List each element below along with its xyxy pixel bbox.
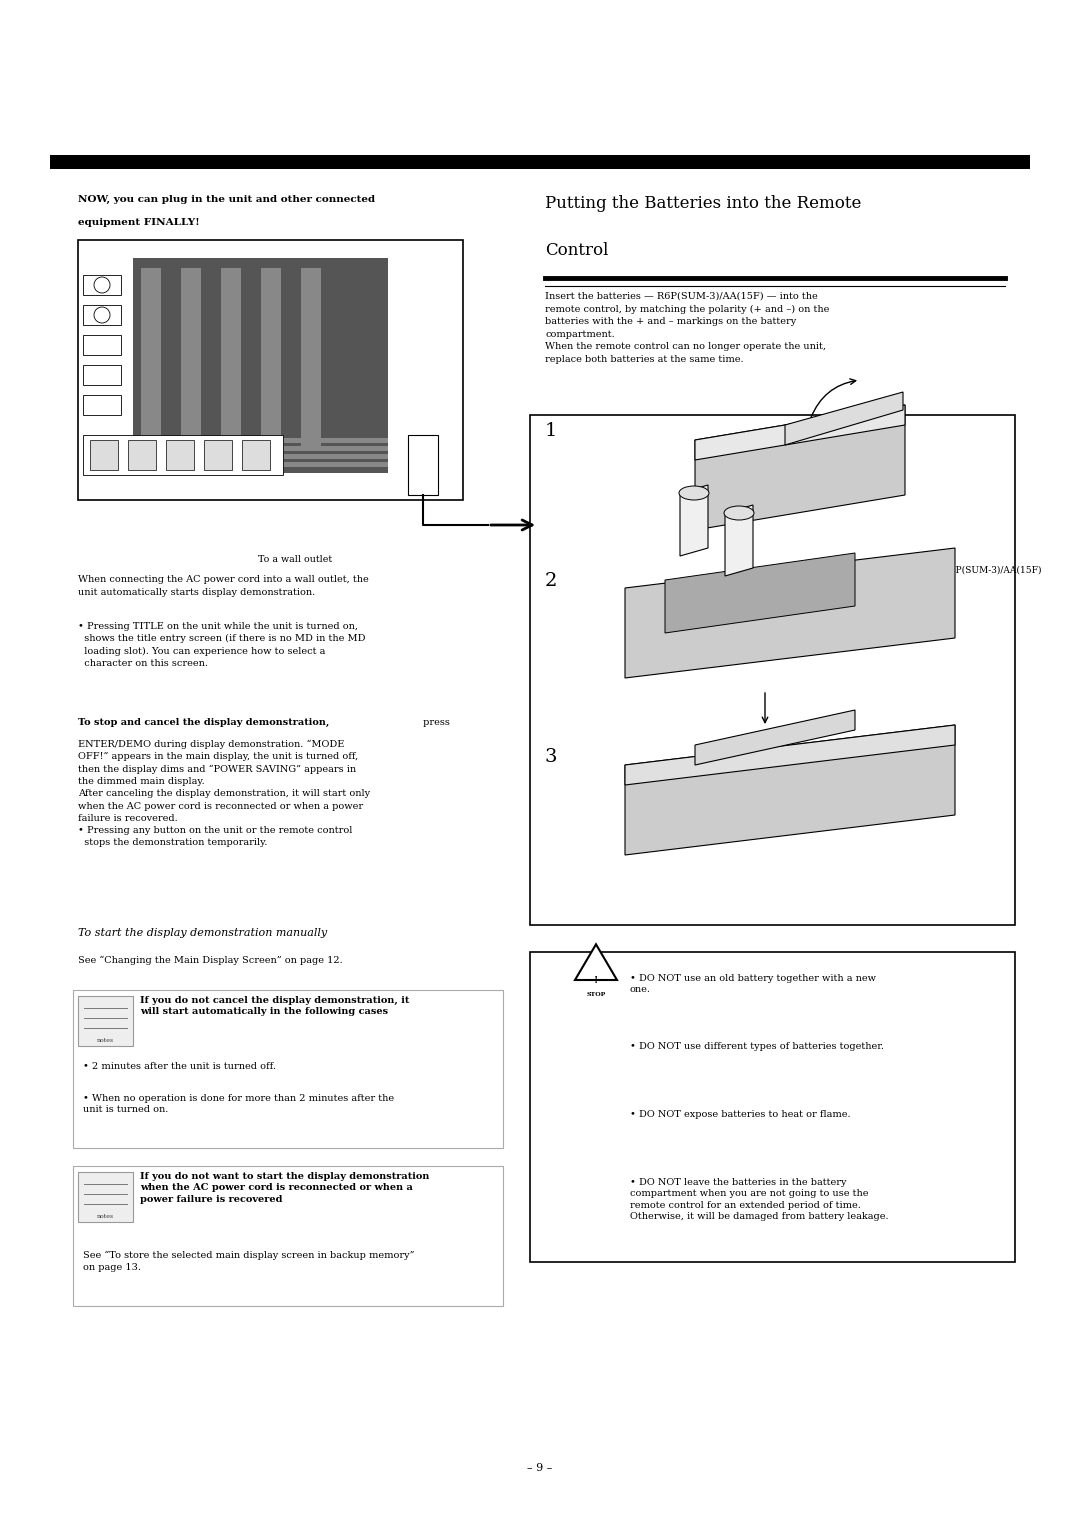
- Bar: [530, 952, 1015, 1262]
- Polygon shape: [725, 504, 753, 576]
- Text: • Pressing TITLE on the unit while the unit is turned on,
  shows the title entr: • Pressing TITLE on the unit while the u…: [78, 622, 365, 668]
- Bar: [129, 440, 156, 471]
- Bar: [181, 267, 201, 448]
- Bar: [83, 435, 283, 475]
- Text: • 2 minutes after the unit is turned off.: • 2 minutes after the unit is turned off…: [83, 1062, 276, 1071]
- Text: If you do not cancel the display demonstration, it
will start automatically in t: If you do not cancel the display demonst…: [140, 996, 409, 1016]
- Text: Putting the Batteries into the Remote: Putting the Batteries into the Remote: [545, 196, 862, 212]
- Bar: [83, 335, 121, 354]
- Bar: [204, 440, 232, 471]
- Text: Control: Control: [545, 241, 608, 260]
- Text: !: !: [594, 976, 598, 986]
- Text: To stop and cancel the display demonstration,: To stop and cancel the display demonstra…: [78, 718, 329, 727]
- Polygon shape: [680, 484, 708, 556]
- Circle shape: [94, 307, 110, 322]
- Text: press: press: [420, 718, 450, 727]
- Bar: [221, 267, 241, 448]
- Bar: [166, 440, 194, 471]
- Bar: [133, 454, 388, 458]
- Polygon shape: [696, 711, 855, 766]
- Bar: [408, 435, 438, 495]
- Text: equipment FINALLY!: equipment FINALLY!: [78, 219, 200, 228]
- Polygon shape: [665, 553, 855, 633]
- Text: If you do not want to start the display demonstration
when the AC power cord is : If you do not want to start the display …: [140, 1172, 430, 1204]
- Text: • DO NOT use an old battery together with a new
one.: • DO NOT use an old battery together wit…: [630, 973, 876, 995]
- Text: Insert the batteries — R6P(SUM-3)/AA(15F) — into the
remote control, by matching: Insert the batteries — R6P(SUM-3)/AA(15F…: [545, 292, 829, 364]
- Polygon shape: [696, 405, 905, 460]
- Bar: [301, 267, 321, 448]
- Ellipse shape: [724, 506, 754, 520]
- Text: – 9 –: – 9 –: [527, 1462, 553, 1473]
- Ellipse shape: [679, 486, 708, 500]
- Text: See “Changing the Main Display Screen” on page 12.: See “Changing the Main Display Screen” o…: [78, 957, 342, 966]
- Text: ENTER/DEMO during display demonstration. “MODE
OFF!” appears in the main display: ENTER/DEMO during display demonstration.…: [78, 740, 370, 847]
- Text: 1: 1: [545, 422, 557, 440]
- Text: To a wall outlet: To a wall outlet: [258, 555, 333, 564]
- Bar: [141, 267, 161, 448]
- Text: To start the display demonstration manually: To start the display demonstration manua…: [78, 927, 327, 938]
- Text: notes: notes: [97, 1215, 114, 1219]
- Bar: [73, 990, 503, 1148]
- Text: • DO NOT use different types of batteries together.: • DO NOT use different types of batterie…: [630, 1042, 885, 1051]
- Bar: [83, 275, 121, 295]
- Bar: [78, 1172, 133, 1222]
- Polygon shape: [696, 405, 905, 530]
- Text: 2: 2: [545, 571, 557, 590]
- Text: notes: notes: [97, 1038, 114, 1044]
- Bar: [261, 267, 281, 448]
- Text: • DO NOT leave the batteries in the battery
compartment when you are not going t: • DO NOT leave the batteries in the batt…: [630, 1178, 889, 1221]
- Text: • When no operation is done for more than 2 minutes after the
unit is turned on.: • When no operation is done for more tha…: [83, 1094, 394, 1114]
- Text: NOW, you can plug in the unit and other connected: NOW, you can plug in the unit and other …: [78, 196, 375, 205]
- Text: See “To store the selected main display screen in backup memory”
on page 13.: See “To store the selected main display …: [83, 1251, 415, 1271]
- Polygon shape: [625, 724, 955, 785]
- Bar: [83, 396, 121, 416]
- Text: When connecting the AC power cord into a wall outlet, the
unit automatically sta: When connecting the AC power cord into a…: [78, 575, 368, 596]
- Bar: [83, 365, 121, 385]
- Polygon shape: [785, 393, 903, 445]
- Bar: [78, 240, 463, 500]
- Bar: [90, 440, 118, 471]
- Bar: [133, 439, 388, 443]
- Polygon shape: [625, 549, 955, 678]
- Text: +: +: [690, 484, 698, 494]
- Circle shape: [94, 277, 110, 293]
- Text: 3: 3: [545, 749, 557, 766]
- Bar: [133, 461, 388, 468]
- Text: STOP: STOP: [586, 992, 606, 996]
- Bar: [133, 446, 388, 451]
- Bar: [530, 416, 1015, 924]
- Bar: [78, 996, 133, 1047]
- Text: • DO NOT expose batteries to heat or flame.: • DO NOT expose batteries to heat or fla…: [630, 1109, 851, 1118]
- Bar: [133, 258, 388, 474]
- Polygon shape: [575, 944, 617, 979]
- Bar: [83, 306, 121, 325]
- Polygon shape: [625, 724, 955, 856]
- Text: R6P(SUM-3)/AA(15F): R6P(SUM-3)/AA(15F): [943, 565, 1041, 575]
- Text: -: -: [738, 504, 741, 513]
- Bar: [242, 440, 270, 471]
- Bar: [50, 154, 1030, 170]
- Bar: [73, 1166, 503, 1306]
